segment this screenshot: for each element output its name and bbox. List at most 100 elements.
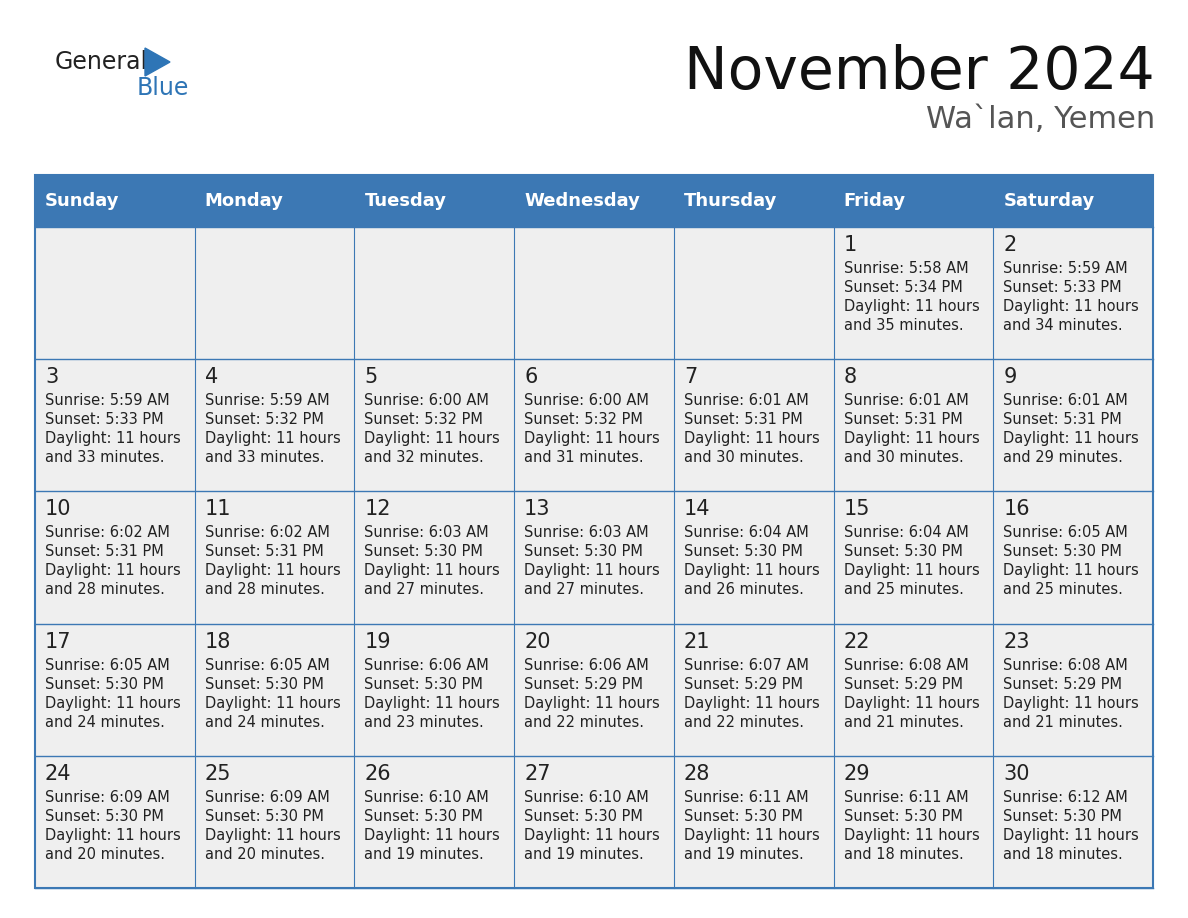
Text: and 18 minutes.: and 18 minutes. — [843, 846, 963, 862]
Bar — [34, 227, 195, 359]
Text: 11: 11 — [204, 499, 232, 520]
Text: and 33 minutes.: and 33 minutes. — [204, 450, 324, 465]
Text: Daylight: 11 hours: Daylight: 11 hours — [524, 828, 659, 843]
Text: Sunrise: 6:10 AM: Sunrise: 6:10 AM — [365, 789, 489, 805]
Bar — [834, 175, 993, 227]
Text: and 19 minutes.: and 19 minutes. — [365, 846, 485, 862]
Text: Sunset: 5:30 PM: Sunset: 5:30 PM — [45, 809, 164, 823]
Text: Daylight: 11 hours: Daylight: 11 hours — [843, 696, 979, 711]
Bar — [354, 623, 514, 756]
Text: Sunrise: 5:59 AM: Sunrise: 5:59 AM — [204, 393, 329, 409]
Text: Sunrise: 6:04 AM: Sunrise: 6:04 AM — [843, 525, 968, 541]
Text: and 18 minutes.: and 18 minutes. — [1004, 846, 1123, 862]
Bar — [195, 623, 354, 756]
Bar — [674, 359, 834, 491]
Text: Sunrise: 6:03 AM: Sunrise: 6:03 AM — [524, 525, 649, 541]
Bar — [674, 623, 834, 756]
Bar — [993, 175, 1154, 227]
Text: Sunrise: 6:12 AM: Sunrise: 6:12 AM — [1004, 789, 1129, 805]
Bar — [834, 227, 993, 359]
Text: Sunrise: 6:08 AM: Sunrise: 6:08 AM — [843, 657, 968, 673]
Text: Sunrise: 6:09 AM: Sunrise: 6:09 AM — [45, 789, 170, 805]
Text: 15: 15 — [843, 499, 870, 520]
Text: 5: 5 — [365, 367, 378, 387]
Text: Sunset: 5:32 PM: Sunset: 5:32 PM — [365, 412, 484, 427]
Text: Daylight: 11 hours: Daylight: 11 hours — [204, 696, 341, 711]
Text: Sunset: 5:30 PM: Sunset: 5:30 PM — [365, 677, 484, 691]
Bar — [354, 175, 514, 227]
Text: 27: 27 — [524, 764, 551, 784]
Text: Sunset: 5:33 PM: Sunset: 5:33 PM — [1004, 280, 1121, 295]
Text: General: General — [55, 50, 148, 74]
Bar — [834, 359, 993, 491]
Text: November 2024: November 2024 — [684, 43, 1155, 100]
Text: and 28 minutes.: and 28 minutes. — [45, 582, 165, 598]
Bar — [195, 359, 354, 491]
Text: Sunset: 5:34 PM: Sunset: 5:34 PM — [843, 280, 962, 295]
Bar — [674, 756, 834, 888]
Text: 22: 22 — [843, 632, 870, 652]
Text: Sunset: 5:31 PM: Sunset: 5:31 PM — [684, 412, 803, 427]
Text: Sunrise: 6:04 AM: Sunrise: 6:04 AM — [684, 525, 809, 541]
Bar — [34, 175, 1154, 888]
Bar — [195, 491, 354, 623]
Text: Sunrise: 6:05 AM: Sunrise: 6:05 AM — [204, 657, 329, 673]
Text: 14: 14 — [684, 499, 710, 520]
Text: 6: 6 — [524, 367, 537, 387]
Text: and 19 minutes.: and 19 minutes. — [524, 846, 644, 862]
Text: Thursday: Thursday — [684, 192, 777, 210]
Text: and 23 minutes.: and 23 minutes. — [365, 714, 485, 730]
Text: 17: 17 — [45, 632, 71, 652]
Bar — [34, 491, 195, 623]
Text: Daylight: 11 hours: Daylight: 11 hours — [1004, 828, 1139, 843]
Text: 7: 7 — [684, 367, 697, 387]
Text: Sunrise: 5:58 AM: Sunrise: 5:58 AM — [843, 261, 968, 276]
Bar — [514, 756, 674, 888]
Text: Sunrise: 6:00 AM: Sunrise: 6:00 AM — [365, 393, 489, 409]
Text: Sunrise: 6:06 AM: Sunrise: 6:06 AM — [365, 657, 489, 673]
Text: Daylight: 11 hours: Daylight: 11 hours — [45, 828, 181, 843]
Bar — [993, 756, 1154, 888]
Text: Tuesday: Tuesday — [365, 192, 447, 210]
Text: Daylight: 11 hours: Daylight: 11 hours — [524, 564, 659, 578]
Bar — [34, 359, 195, 491]
Text: Sunrise: 6:11 AM: Sunrise: 6:11 AM — [843, 789, 968, 805]
Text: 3: 3 — [45, 367, 58, 387]
Text: and 27 minutes.: and 27 minutes. — [365, 582, 485, 598]
Text: and 20 minutes.: and 20 minutes. — [45, 846, 165, 862]
Bar — [993, 359, 1154, 491]
Bar — [514, 491, 674, 623]
Text: 18: 18 — [204, 632, 232, 652]
Text: and 22 minutes.: and 22 minutes. — [684, 714, 804, 730]
Text: 1: 1 — [843, 235, 857, 255]
Bar — [834, 756, 993, 888]
Bar — [195, 175, 354, 227]
Text: Sunset: 5:30 PM: Sunset: 5:30 PM — [524, 809, 643, 823]
Text: 4: 4 — [204, 367, 217, 387]
Bar — [34, 623, 195, 756]
Text: Sunset: 5:30 PM: Sunset: 5:30 PM — [843, 809, 962, 823]
Text: and 31 minutes.: and 31 minutes. — [524, 450, 644, 465]
Text: Wa`lan, Yemen: Wa`lan, Yemen — [925, 106, 1155, 135]
Bar — [354, 756, 514, 888]
Text: Sunrise: 6:07 AM: Sunrise: 6:07 AM — [684, 657, 809, 673]
Text: 19: 19 — [365, 632, 391, 652]
Text: Sunrise: 6:05 AM: Sunrise: 6:05 AM — [1004, 525, 1129, 541]
Bar — [674, 227, 834, 359]
Text: Sunset: 5:32 PM: Sunset: 5:32 PM — [524, 412, 643, 427]
Text: Saturday: Saturday — [1004, 192, 1094, 210]
Text: Sunset: 5:31 PM: Sunset: 5:31 PM — [204, 544, 323, 559]
Text: Daylight: 11 hours: Daylight: 11 hours — [45, 696, 181, 711]
Text: Sunset: 5:31 PM: Sunset: 5:31 PM — [1004, 412, 1121, 427]
Text: Sunrise: 6:02 AM: Sunrise: 6:02 AM — [204, 525, 329, 541]
Text: and 20 minutes.: and 20 minutes. — [204, 846, 324, 862]
Text: Monday: Monday — [204, 192, 284, 210]
Text: Daylight: 11 hours: Daylight: 11 hours — [684, 828, 820, 843]
Text: Sunrise: 6:08 AM: Sunrise: 6:08 AM — [1004, 657, 1129, 673]
Text: Daylight: 11 hours: Daylight: 11 hours — [524, 696, 659, 711]
Text: 8: 8 — [843, 367, 857, 387]
Text: 26: 26 — [365, 764, 391, 784]
Text: Daylight: 11 hours: Daylight: 11 hours — [843, 299, 979, 314]
Text: and 30 minutes.: and 30 minutes. — [843, 450, 963, 465]
Text: Daylight: 11 hours: Daylight: 11 hours — [1004, 431, 1139, 446]
